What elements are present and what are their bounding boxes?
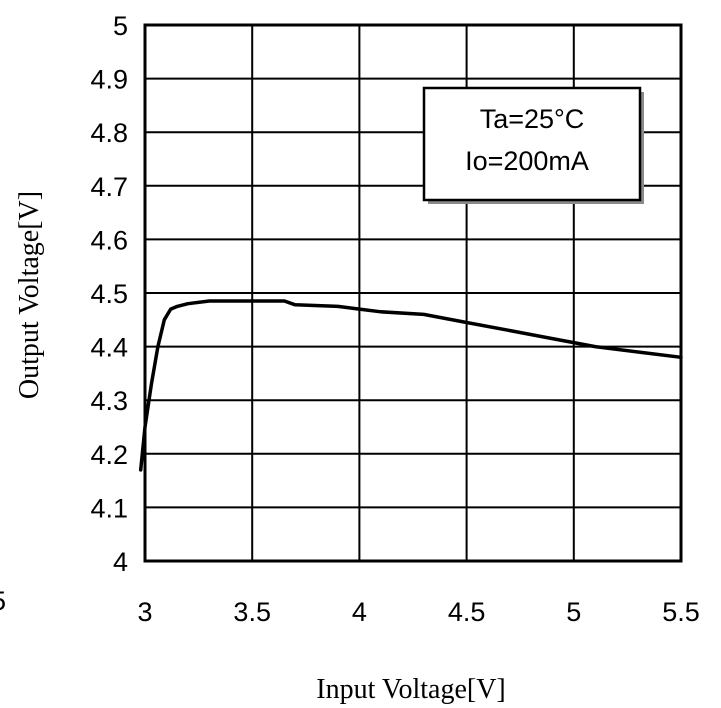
series-line [138,299,683,472]
y-tick-label: 4.2 [90,440,128,470]
annotation-frame [422,86,642,202]
plot-frame [143,23,683,563]
x-tick-label: 5.5 [662,597,700,627]
x-tick-label: 3 [137,597,152,627]
y-tick-label: 5 [113,11,128,41]
annotation-line-1: Ta=25°C [480,104,585,134]
x-tick-label: 3.5 [233,597,271,627]
left-edge-fragment: 5 [0,586,6,616]
annotation-box: Ta=25°C Io=200mA [422,86,644,204]
y-tick-label: 4.3 [90,386,128,416]
x-tick-label: 5 [566,597,581,627]
x-tick-label: 4 [352,597,367,627]
x-tick-label: 4.5 [448,597,486,627]
y-tick-label: 4.5 [90,279,128,309]
y-tick-label: 4.7 [90,172,128,202]
y-tick-label: 4.6 [90,225,128,255]
y-tick-label: 4.1 [90,493,128,523]
y-axis-title: Output Voltage[V] [14,191,45,399]
y-tick-label: 4 [113,547,128,577]
y-tick-labels: 4 4.1 4.2 4.3 4.4 4.5 4.6 4.7 4.8 4.9 5 [90,11,128,577]
y-tick-label: 4.9 [90,65,128,95]
x-tick-labels: 3 3.5 4 4.5 5 5.5 [137,597,699,627]
x-axis-title: Input Voltage[V] [316,674,506,705]
annotation-line-2: Io=200mA [465,146,589,176]
y-tick-label: 4.8 [90,118,128,148]
y-tick-label: 4.4 [90,333,128,363]
series-layer [138,299,683,472]
